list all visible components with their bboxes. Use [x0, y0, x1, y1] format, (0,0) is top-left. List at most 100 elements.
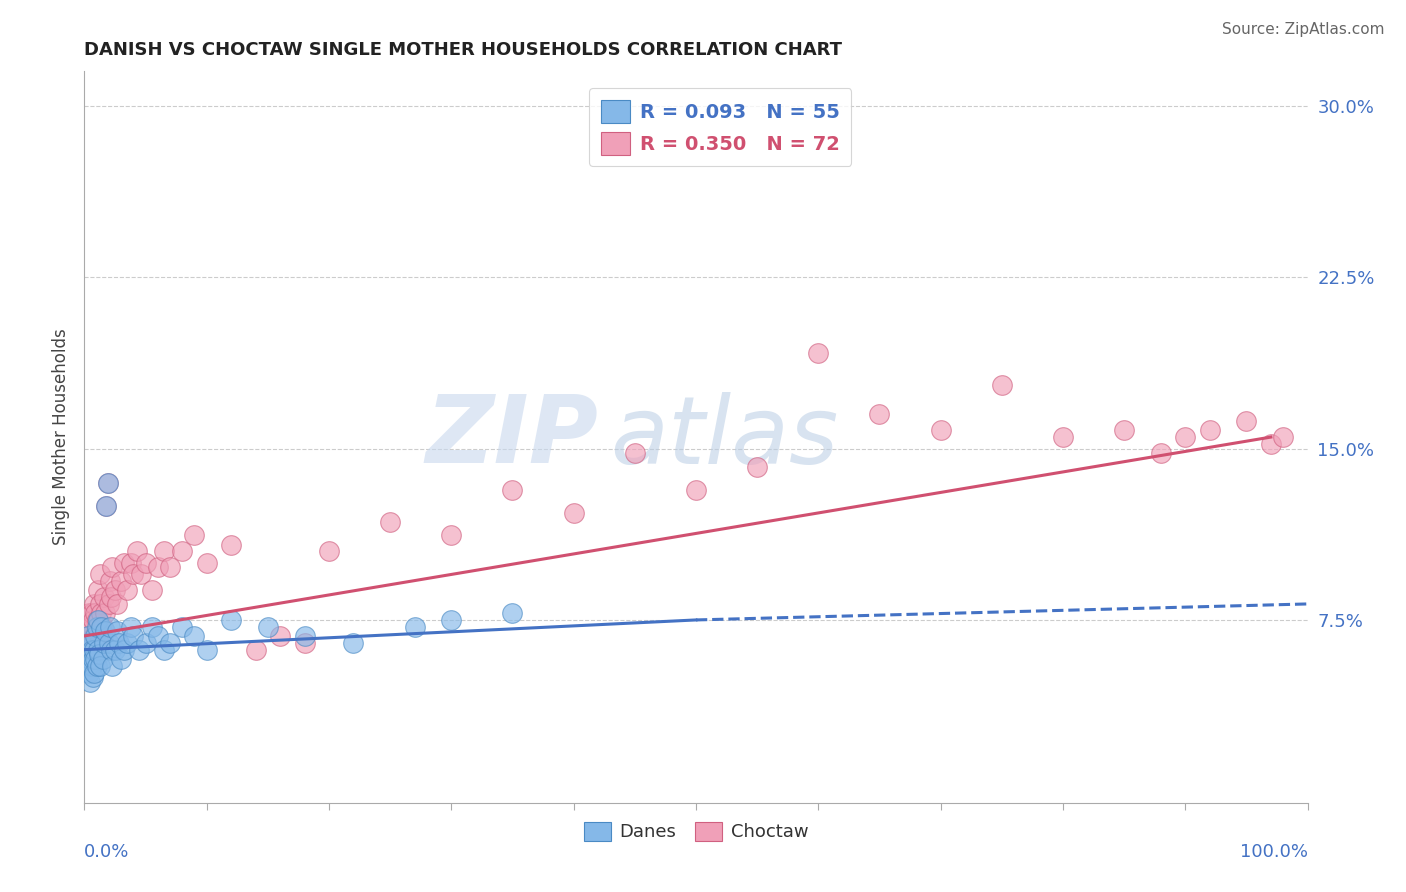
- Point: [105, 624, 128, 639]
- Point: [107, 636, 129, 650]
- Point: [104, 642, 127, 657]
- Text: Source: ZipAtlas.com: Source: ZipAtlas.com: [1222, 22, 1385, 37]
- Point: [502, 483, 524, 497]
- Point: [91, 620, 114, 634]
- Point: [1272, 430, 1295, 444]
- Point: [87, 642, 110, 657]
- Point: [82, 613, 104, 627]
- Point: [991, 377, 1014, 392]
- Point: [120, 556, 142, 570]
- Point: [219, 613, 242, 627]
- Point: [195, 556, 218, 570]
- Point: [929, 423, 952, 437]
- Point: [141, 583, 163, 598]
- Point: [86, 642, 108, 657]
- Point: [153, 544, 176, 558]
- Point: [89, 597, 111, 611]
- Point: [869, 407, 891, 421]
- Point: [80, 606, 103, 620]
- Point: [219, 537, 242, 551]
- Point: [90, 620, 112, 634]
- Point: [294, 629, 316, 643]
- Y-axis label: Single Mother Households: Single Mother Households: [52, 329, 70, 545]
- Point: [77, 636, 100, 650]
- Point: [101, 658, 124, 673]
- Point: [83, 665, 105, 680]
- Point: [87, 583, 110, 598]
- Point: [79, 620, 101, 634]
- Point: [98, 620, 121, 634]
- Point: [440, 613, 463, 627]
- Point: [77, 606, 100, 620]
- Point: [105, 597, 128, 611]
- Point: [83, 597, 105, 611]
- Point: [80, 642, 103, 657]
- Point: [84, 629, 107, 643]
- Point: [79, 674, 101, 689]
- Point: [87, 636, 110, 650]
- Point: [685, 483, 707, 497]
- Point: [1052, 430, 1074, 444]
- Point: [110, 652, 132, 666]
- Point: [562, 506, 585, 520]
- Point: [80, 636, 103, 650]
- Point: [120, 620, 142, 634]
- Point: [159, 560, 181, 574]
- Point: [97, 597, 120, 611]
- Point: [82, 652, 104, 666]
- Point: [79, 642, 101, 657]
- Point: [94, 606, 117, 620]
- Point: [125, 544, 148, 558]
- Point: [96, 499, 118, 513]
- Point: [89, 567, 111, 582]
- Point: [245, 642, 267, 657]
- Point: [77, 658, 100, 673]
- Point: [90, 606, 112, 620]
- Point: [380, 515, 402, 529]
- Point: [115, 583, 138, 598]
- Point: [87, 647, 110, 661]
- Text: 100.0%: 100.0%: [1240, 843, 1308, 861]
- Point: [404, 620, 426, 634]
- Point: [110, 574, 132, 588]
- Text: 0.0%: 0.0%: [84, 843, 129, 861]
- Point: [342, 636, 364, 650]
- Text: DANISH VS CHOCTAW SINGLE MOTHER HOUSEHOLDS CORRELATION CHART: DANISH VS CHOCTAW SINGLE MOTHER HOUSEHOL…: [84, 41, 842, 59]
- Point: [77, 620, 100, 634]
- Point: [112, 556, 135, 570]
- Point: [122, 629, 145, 643]
- Point: [97, 475, 120, 490]
- Point: [146, 560, 169, 574]
- Point: [77, 629, 100, 643]
- Point: [135, 636, 157, 650]
- Point: [93, 636, 115, 650]
- Point: [100, 590, 122, 604]
- Point: [1114, 423, 1136, 437]
- Point: [94, 624, 117, 639]
- Point: [82, 670, 104, 684]
- Point: [807, 345, 830, 359]
- Point: [87, 620, 110, 634]
- Point: [100, 642, 122, 657]
- Point: [86, 658, 108, 673]
- Point: [159, 636, 181, 650]
- Point: [318, 544, 340, 558]
- Point: [86, 620, 108, 634]
- Point: [269, 629, 291, 643]
- Point: [624, 446, 647, 460]
- Point: [257, 620, 280, 634]
- Point: [77, 665, 100, 680]
- Point: [87, 613, 110, 627]
- Point: [86, 613, 108, 627]
- Point: [1174, 430, 1197, 444]
- Text: atlas: atlas: [610, 392, 838, 483]
- Point: [129, 567, 152, 582]
- Point: [79, 652, 101, 666]
- Point: [76, 642, 98, 657]
- Point: [76, 629, 98, 643]
- Point: [172, 544, 194, 558]
- Point: [146, 629, 169, 643]
- Point: [122, 567, 145, 582]
- Point: [195, 642, 218, 657]
- Text: ZIP: ZIP: [425, 391, 598, 483]
